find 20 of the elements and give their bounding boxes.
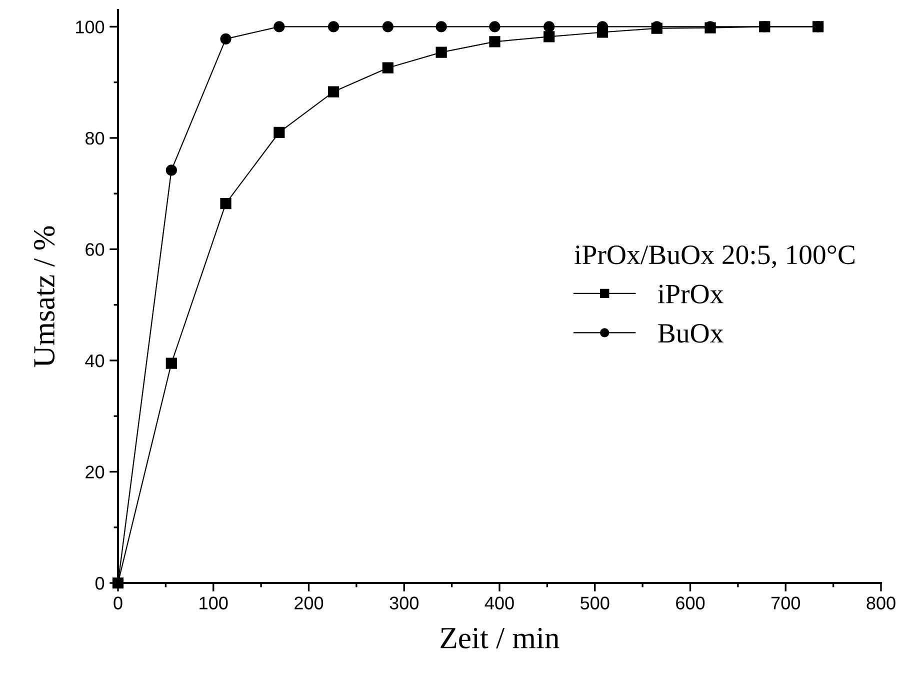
y-tick-label: 100 <box>76 20 104 34</box>
x-tick-label: 600 <box>676 596 705 610</box>
x-axis-title: Zeit / min <box>440 628 560 648</box>
x-tick-label: 200 <box>294 596 324 610</box>
y-tick-label: 0 <box>95 576 104 590</box>
legend-title: iPrOx/BuOx 20:5, 100°C <box>574 245 854 268</box>
y-tick-label: 40 <box>85 354 104 368</box>
y-tick-label: 20 <box>86 466 104 478</box>
y-tick-label: 60 <box>86 243 104 256</box>
x-tick-label: 800 <box>866 596 896 610</box>
legend-label: BuOx <box>658 324 724 343</box>
x-tick-label: 400 <box>484 596 514 610</box>
y-tick-label: 80 <box>86 132 104 145</box>
y-axis-title: Umsatz / % <box>34 226 55 368</box>
x-tick-label: 100 <box>200 596 228 610</box>
x-tick-label: 300 <box>390 596 418 610</box>
legend-label: iPrOx <box>658 284 724 304</box>
x-tick-label: 0 <box>114 596 122 610</box>
x-tick-label: 700 <box>771 596 800 610</box>
x-tick-label: 500 <box>580 596 610 610</box>
